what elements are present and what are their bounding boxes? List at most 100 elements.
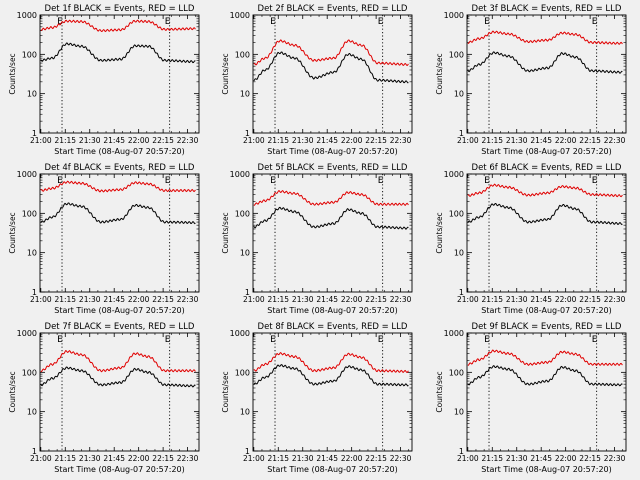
y-tick-label: 1000 <box>444 170 464 179</box>
x-tick-label: 22:30 <box>177 136 199 145</box>
y-tick-label: 100 <box>22 209 37 218</box>
y-tick-label: 1 <box>32 129 37 138</box>
marker-label: E <box>378 335 384 345</box>
y-tick-label: 1 <box>459 288 464 297</box>
x-tick-label: 22:15 <box>365 295 387 304</box>
x-tick-label: 21:00 <box>457 295 479 304</box>
y-tick-label: 1 <box>459 129 464 138</box>
y-tick-label: 100 <box>449 209 464 218</box>
x-tick-label: 22:30 <box>604 136 626 145</box>
y-tick-label: 10 <box>240 249 250 258</box>
detector-panel-2: Det 2f BLACK = Events, RED = LLD 1 10 100 10… <box>221 4 413 156</box>
lld-series-line <box>40 350 196 373</box>
marker-label: E <box>484 335 490 345</box>
x-axis-label: Start Time (08-Aug-07 20:57:20) <box>481 306 612 315</box>
y-tick-label: 10 <box>454 249 464 258</box>
y-tick-label: 10 <box>27 408 37 417</box>
y-tick-label: 1000 <box>17 170 37 179</box>
y-tick-label: 10 <box>454 90 464 99</box>
lld-series-line <box>467 349 623 366</box>
lld-series-line <box>40 19 196 33</box>
x-tick-label: 21:45 <box>530 454 552 463</box>
events-series-line <box>253 51 409 84</box>
y-axis-label: Counts/sec <box>8 212 17 253</box>
detector-panel-8: Det 8f BLACK = Events, RED = LLD 1 10 100 10… <box>221 322 413 474</box>
y-tick-label: 1 <box>245 288 250 297</box>
x-tick-label: 21:15 <box>481 454 503 463</box>
detector-panel-7: Det 7f BLACK = Events, RED = LLD 1 10 100 10… <box>8 322 200 474</box>
detector-panel-6: Det 6f BLACK = Events, RED = LLD 1 10 100 10… <box>435 163 627 315</box>
x-tick-label: 22:15 <box>365 454 387 463</box>
x-tick-label: 22:15 <box>365 136 387 145</box>
x-tick-label: 21:45 <box>103 136 125 145</box>
marker-label: E <box>378 17 384 27</box>
lld-series-line <box>253 189 409 206</box>
x-tick-label: 21:00 <box>243 136 265 145</box>
x-axis-label: Start Time (08-Aug-07 20:57:20) <box>481 465 612 474</box>
y-axis-label: Counts/sec <box>221 53 230 94</box>
marker-label: E <box>484 17 490 27</box>
y-tick-label: 10 <box>240 408 250 417</box>
x-tick-label: 21:30 <box>506 136 528 145</box>
y-tick-label: 100 <box>235 368 250 377</box>
plot-frame <box>252 14 413 134</box>
x-tick-label: 22:00 <box>128 454 150 463</box>
detector-panel-4: Det 4f BLACK = Events, RED = LLD 1 10 100 10… <box>8 163 200 315</box>
marker-label: E <box>270 335 276 345</box>
panel-title: Det 6f BLACK = Events, RED = LLD <box>472 163 622 173</box>
x-tick-label: 21:45 <box>316 295 338 304</box>
y-axis-label: Counts/sec <box>221 212 230 253</box>
y-tick-label: 1000 <box>17 11 37 20</box>
x-tick-label: 21:30 <box>79 136 101 145</box>
panel-title: Det 2f BLACK = Events, RED = LLD <box>258 4 408 14</box>
y-tick-label: 1 <box>245 447 250 456</box>
x-tick-label: 22:15 <box>152 295 174 304</box>
x-tick-label: 21:30 <box>79 295 101 304</box>
panel-title: Det 8f BLACK = Events, RED = LLD <box>258 322 408 332</box>
x-tick-label: 22:30 <box>177 295 199 304</box>
x-axis-label: Start Time (08-Aug-07 20:57:20) <box>267 147 398 156</box>
plot-frame <box>466 332 627 452</box>
x-axis-label: Start Time (08-Aug-07 20:57:20) <box>54 147 185 156</box>
x-tick-label: 22:30 <box>390 136 412 145</box>
plot-frame <box>466 173 627 293</box>
y-tick-label: 100 <box>235 50 250 59</box>
x-tick-label: 21:45 <box>316 454 338 463</box>
y-axis-label: Counts/sec <box>221 371 230 412</box>
events-series-line <box>253 206 409 230</box>
y-axis-label: Counts/sec <box>8 371 17 412</box>
x-tick-label: 22:00 <box>341 136 363 145</box>
lld-series-line <box>467 183 623 198</box>
y-axis-label: Counts/sec <box>435 371 444 412</box>
y-tick-label: 1 <box>32 288 37 297</box>
x-axis-label: Start Time (08-Aug-07 20:57:20) <box>267 306 398 315</box>
x-tick-label: 22:00 <box>341 295 363 304</box>
y-tick-label: 1 <box>32 447 37 456</box>
lld-series-line <box>253 351 409 374</box>
x-axis-label: Start Time (08-Aug-07 20:57:20) <box>54 465 185 474</box>
x-tick-label: 22:00 <box>128 136 150 145</box>
y-tick-label: 10 <box>454 408 464 417</box>
marker-label: E <box>165 335 171 345</box>
events-series-line <box>467 51 623 74</box>
x-tick-label: 21:00 <box>30 295 52 304</box>
marker-label: E <box>270 17 276 27</box>
x-tick-label: 21:00 <box>243 454 265 463</box>
x-tick-label: 21:15 <box>481 136 503 145</box>
y-tick-label: 100 <box>449 50 464 59</box>
x-tick-label: 22:00 <box>555 295 577 304</box>
x-tick-label: 22:15 <box>152 136 174 145</box>
marker-label: E <box>270 176 276 186</box>
marker-label: E <box>165 176 171 186</box>
y-axis-label: Counts/sec <box>8 53 17 94</box>
x-tick-label: 21:00 <box>457 136 479 145</box>
panel-title: Det 7f BLACK = Events, RED = LLD <box>45 322 195 332</box>
detector-panel-9: Det 9f BLACK = Events, RED = LLD 1 10 100 10… <box>435 322 627 474</box>
y-tick-label: 100 <box>22 50 37 59</box>
y-axis-label: Counts/sec <box>435 53 444 94</box>
panel-title: Det 4f BLACK = Events, RED = LLD <box>45 163 195 173</box>
panel-title: Det 5f BLACK = Events, RED = LLD <box>258 163 408 173</box>
x-tick-label: 21:00 <box>457 454 479 463</box>
lld-series-line <box>467 30 623 45</box>
events-series-line <box>253 364 409 387</box>
